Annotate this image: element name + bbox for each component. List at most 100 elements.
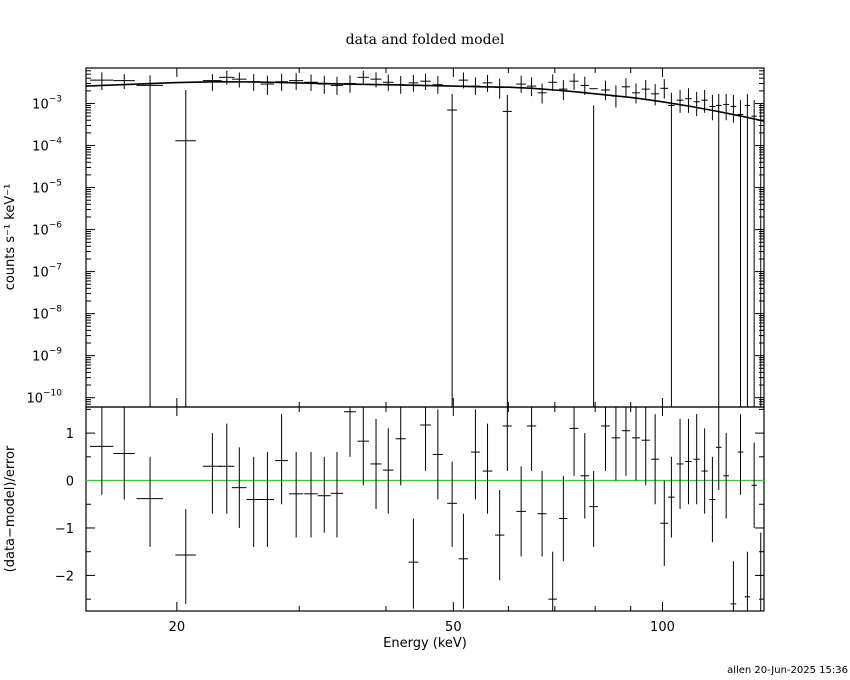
x-axis-label: Energy (keV) [383, 636, 467, 651]
residual-point [343, 407, 356, 457]
residual-point [317, 456, 331, 533]
residual-point [219, 423, 235, 514]
data-point [317, 75, 331, 94]
y-tick-label: 0 [66, 475, 74, 490]
residual-point [330, 452, 344, 538]
y-tick-label: 10−7 [32, 263, 62, 281]
residual-point [175, 509, 196, 604]
data-point [621, 78, 631, 97]
bottom-y-axis-label: (data−model)/error [3, 445, 18, 572]
residual-point [395, 407, 406, 486]
data-point [231, 72, 247, 88]
y-tick-label: 10−3 [32, 95, 62, 113]
residual-point [420, 407, 431, 472]
data-point [408, 74, 419, 92]
residual-point [246, 456, 261, 547]
residual-point [685, 418, 692, 505]
residual-point [641, 407, 650, 486]
data-point [660, 79, 669, 99]
residual-point [668, 456, 675, 538]
residual-point [621, 407, 631, 476]
data-point [136, 75, 163, 407]
residual-point [502, 407, 512, 472]
residual-point [202, 433, 222, 514]
data-point [601, 80, 610, 101]
residual-point [723, 433, 730, 519]
y-tick-label: 1 [66, 427, 74, 442]
data-point [641, 80, 650, 99]
bottom-panel-residuals: 20 50 100 −2 −1 0 1 [55, 406, 765, 635]
data-point [744, 93, 751, 407]
data-point [482, 74, 493, 92]
residual-point [744, 551, 751, 611]
residual-point [693, 414, 700, 505]
top-y-axis-label: counts s⁻¹ keV⁻¹ [3, 184, 18, 291]
data-point [632, 83, 640, 104]
data-point [651, 84, 660, 106]
residual-point [516, 466, 526, 557]
residual-point [470, 409, 480, 500]
residual-point [758, 532, 764, 611]
residual-point [676, 418, 684, 509]
residual-point [260, 452, 275, 547]
data-point [715, 93, 722, 407]
residual-point [611, 407, 621, 481]
residual-point [751, 442, 757, 528]
data-point [113, 74, 135, 90]
top-frame [85, 67, 765, 408]
residual-point [737, 414, 744, 495]
residual-point [90, 407, 114, 495]
residual-point [548, 551, 558, 611]
data-point [526, 77, 537, 97]
data-point [516, 75, 526, 93]
residual-point [275, 414, 288, 505]
y-tick-label: 10−6 [32, 221, 62, 239]
data-point [709, 94, 716, 121]
residual-point [715, 407, 722, 491]
residual-point [589, 471, 598, 547]
residual-point [709, 456, 716, 543]
data-point [668, 92, 675, 407]
residual-point [632, 407, 640, 481]
x-tick-label: 50 [445, 620, 462, 635]
data-point [420, 73, 431, 90]
data-point [288, 73, 304, 90]
data-point [175, 89, 196, 407]
y-tick-label: 10−5 [32, 179, 62, 197]
data-point [589, 88, 598, 407]
data-point [432, 76, 443, 94]
residual-point [651, 414, 660, 505]
data-point [260, 75, 275, 95]
y-tick-label: −2 [55, 569, 74, 584]
data-point [737, 100, 744, 407]
data-point [751, 100, 757, 407]
residual-point [432, 409, 443, 500]
data-point [723, 93, 730, 121]
residual-point [136, 456, 163, 547]
data-point [548, 74, 558, 91]
data-point [758, 103, 764, 407]
residual-point [304, 452, 318, 538]
plot-title: data and folded model [346, 32, 505, 48]
data-point [357, 70, 369, 85]
residual-point [559, 475, 568, 562]
residual-point [288, 452, 304, 538]
folded-model-line [85, 80, 765, 122]
residual-point [482, 423, 493, 514]
data-point [90, 72, 114, 90]
residual-point [231, 447, 247, 528]
data-point [502, 94, 512, 407]
y-tick-label: 10−9 [32, 347, 62, 365]
residual-point [601, 407, 610, 472]
residual-point [701, 428, 708, 514]
residual-point [580, 433, 590, 519]
y-tick-label: 10−10 [26, 389, 62, 407]
residual-point [447, 461, 457, 547]
data-point [330, 76, 344, 95]
residual-point [408, 518, 419, 609]
data-point [447, 93, 457, 407]
data-point [494, 78, 505, 99]
residual-point [382, 428, 394, 514]
top-panel-data-and-model: 10−10 10−9 10−8 10−7 10−6 10−5 10−4 10−3 [26, 67, 765, 408]
